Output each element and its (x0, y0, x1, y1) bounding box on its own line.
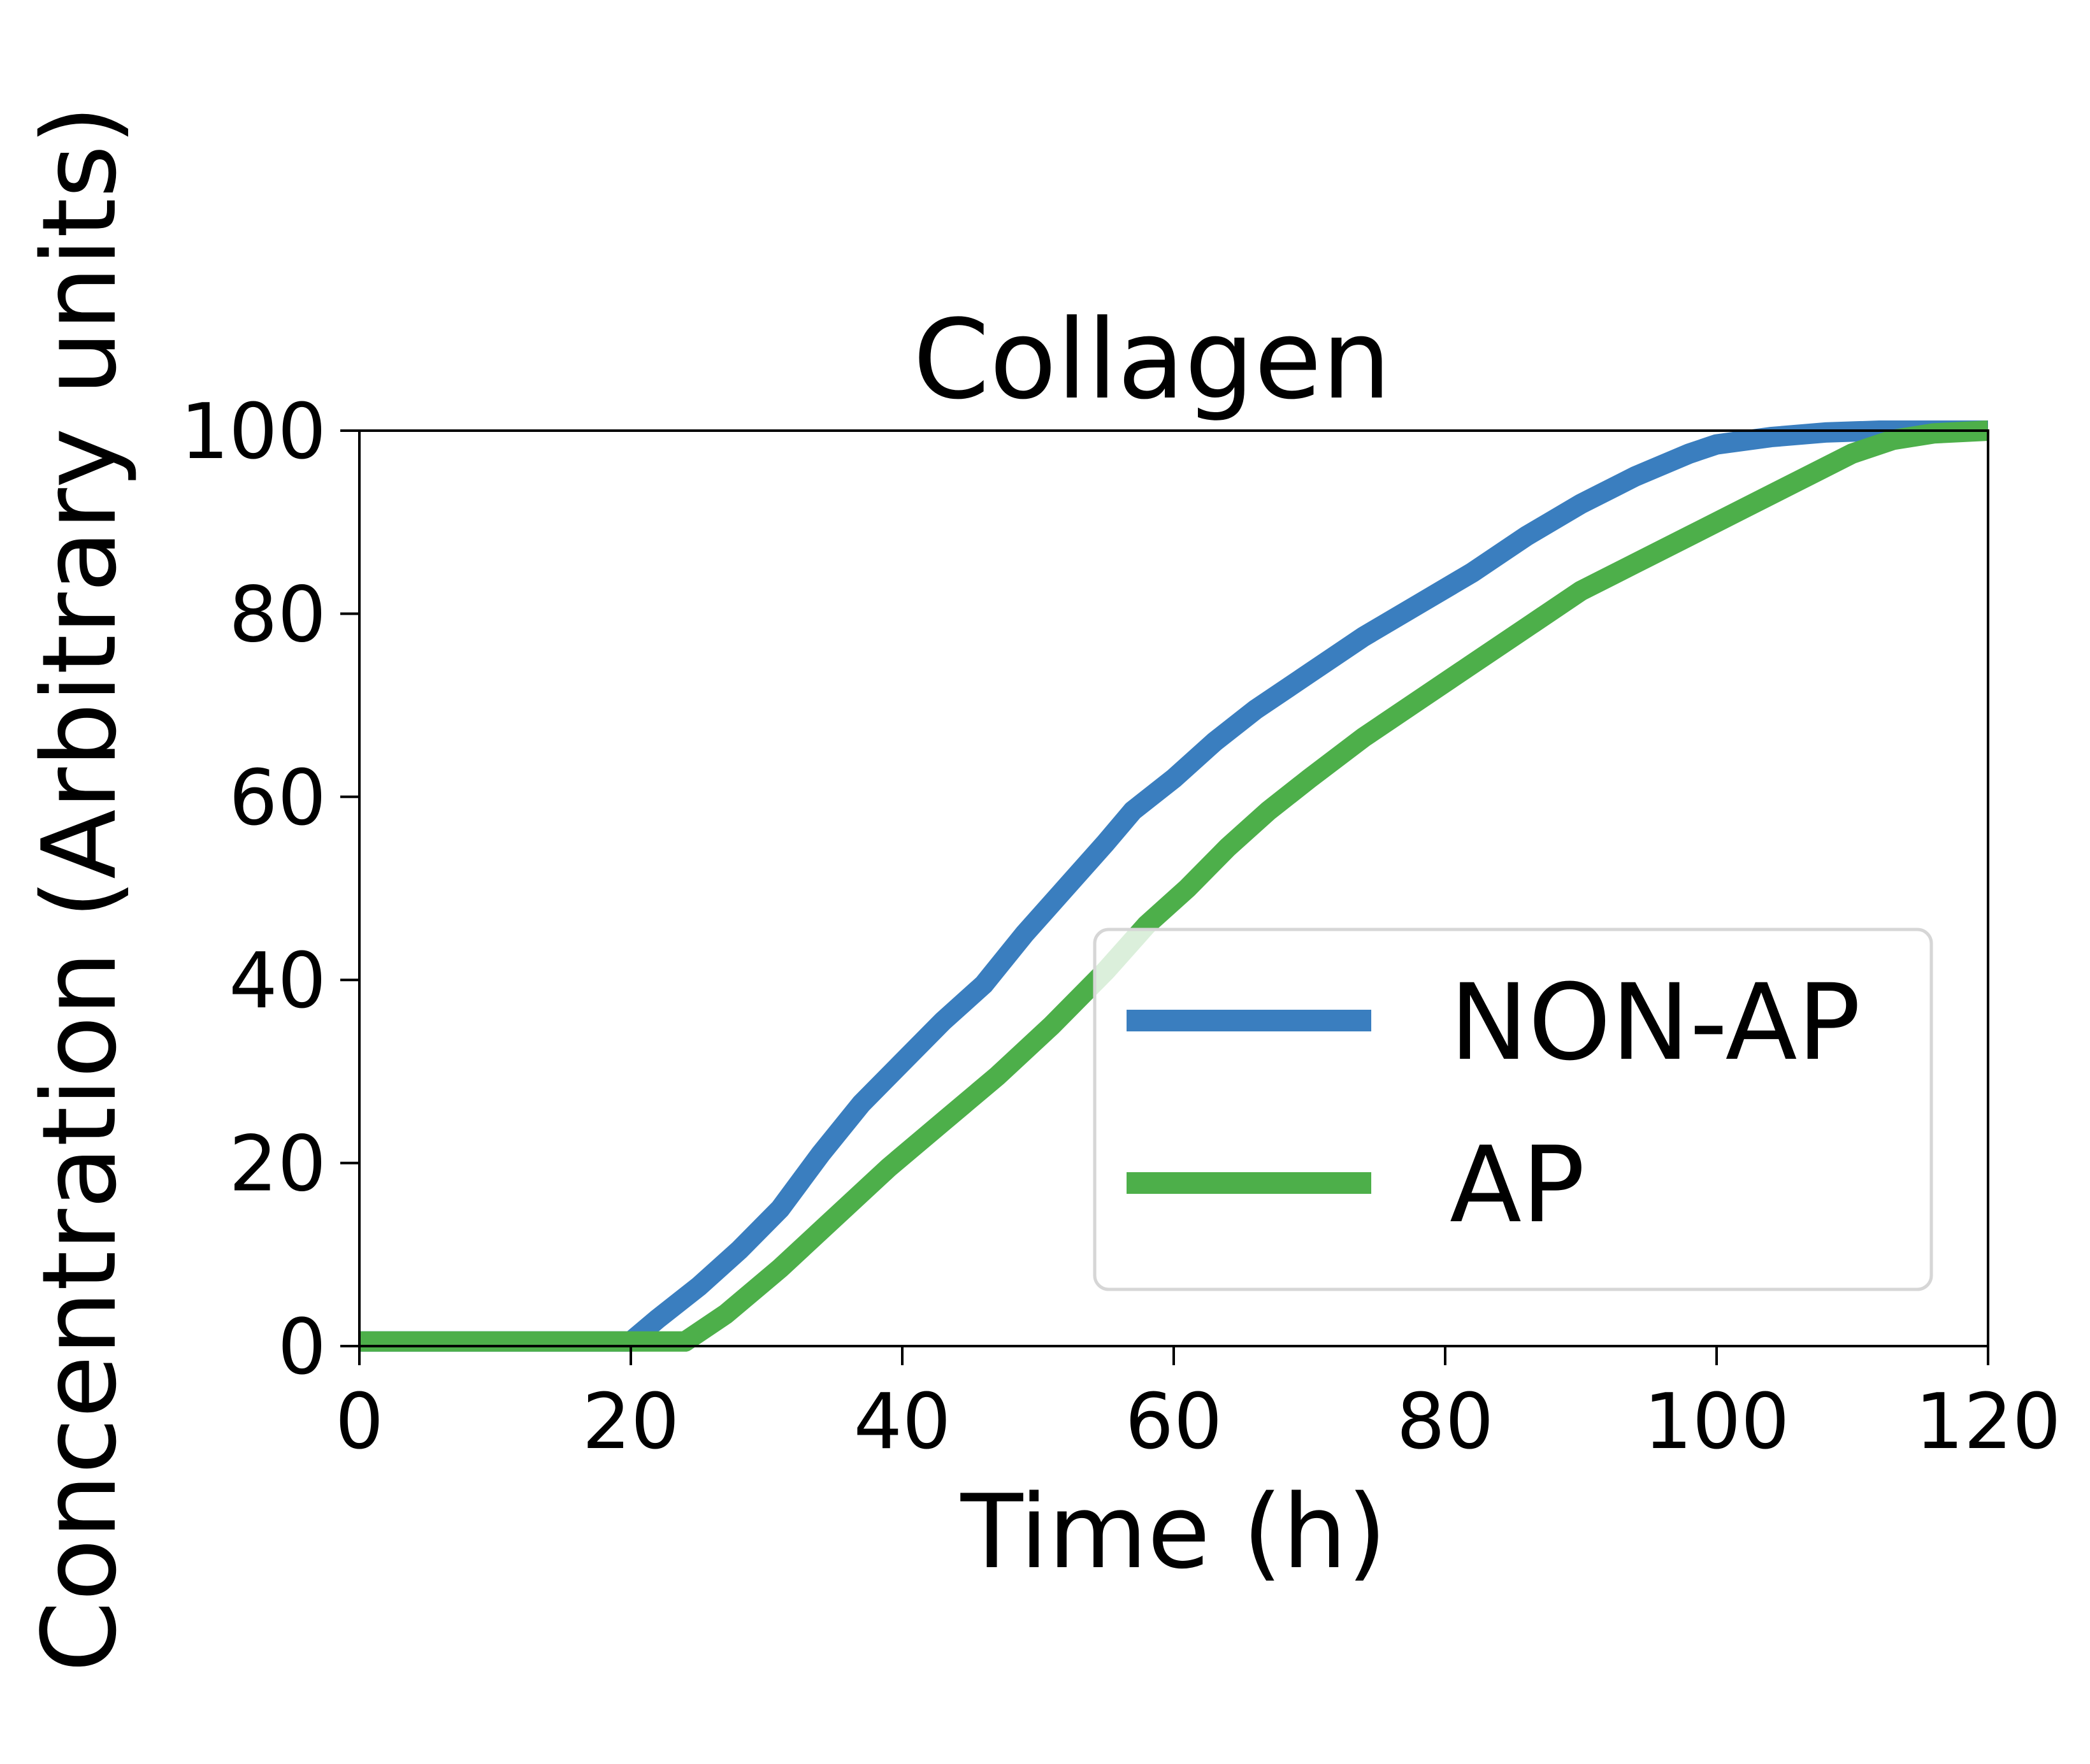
series-line-non-ap (359, 420, 1988, 1352)
axis-ticks: 0 20 40 60 80 100 120 0 20 40 60 80 100 (180, 388, 2061, 1466)
y-tick-label: 20 (229, 1121, 326, 1209)
y-tick-label: 40 (229, 937, 326, 1026)
plot-lines (359, 420, 1989, 1352)
legend-label-ap: AP (1450, 1124, 1585, 1246)
x-tick-label: 20 (582, 1378, 680, 1466)
x-tick-label: 120 (1915, 1378, 2061, 1466)
y-tick-label: 80 (229, 571, 326, 659)
x-tick-label: 100 (1643, 1378, 1789, 1466)
series-line-ap (359, 420, 1989, 1352)
x-tick-label: 60 (1125, 1378, 1223, 1466)
x-tick-label: 40 (854, 1378, 951, 1466)
y-tick-label: 100 (180, 388, 326, 477)
legend-label-non-ap: NON-AP (1450, 961, 1861, 1084)
legend: NON-AP AP (1093, 928, 1933, 1291)
chart-title: Collagen (913, 296, 1391, 424)
x-tick-label: 0 (335, 1378, 384, 1466)
x-tick-label: 80 (1397, 1378, 1494, 1466)
y-axis-label: Concentration (Arbitrary units) (20, 105, 139, 1672)
y-tick-label: 0 (278, 1303, 326, 1392)
x-axis-label: Time (h) (960, 1472, 1387, 1591)
y-tick-label: 60 (229, 754, 326, 843)
